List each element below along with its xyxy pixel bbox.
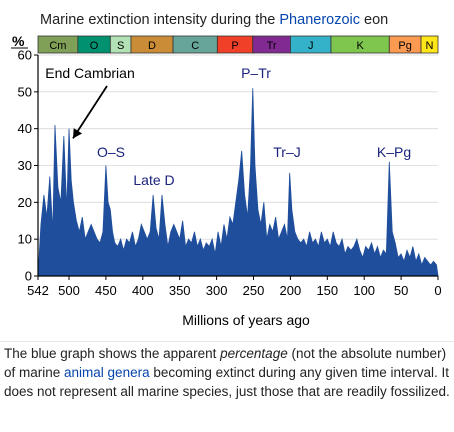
period-label-cm: Cm [49,40,66,52]
chart-title: Marine extinction intensity during the P… [40,12,388,28]
x-tick-label-500: 500 [58,283,80,298]
x-tick-label-50: 50 [394,283,408,298]
caption-text-2: (not the absolute number) of marine [4,346,447,380]
y-tick-label-30: 30 [18,158,32,173]
animal-genera-link[interactable]: animal genera [64,365,150,380]
y-tick-label-20: 20 [18,195,32,210]
x-tick-label-350: 350 [169,283,191,298]
x-tick-label-542: 542 [27,283,49,298]
y-tick-label-40: 40 [18,121,32,136]
period-label-o: O [90,40,99,52]
extinction-intensity-area [37,88,439,277]
period-label-pg: Pg [398,40,411,52]
x-tick-label-150: 150 [316,283,338,298]
x-axis-label: Millions of years ago [182,312,310,328]
divider [0,341,454,342]
y-axis-label: % [12,33,25,49]
y-tick-label-10: 10 [18,232,32,247]
period-label-tr: Tr [267,40,277,52]
x-tick-label-450: 450 [95,283,117,298]
period-label-s: S [117,40,124,52]
annotation-k-pg: K–Pg [377,144,411,160]
x-tick-label-400: 400 [132,283,154,298]
annotation-p-tr: P–Tr [241,65,271,81]
x-tick-label-0: 0 [434,283,441,298]
chart-title-suffix: eon [360,12,388,28]
extinction-chart: Marine extinction intensity during the P… [11,12,442,328]
annotation-arrow-shaft [72,85,108,139]
x-tick-label-100: 100 [353,283,375,298]
annotation-tr-j: Tr–J [273,144,300,160]
x-tick-label-200: 200 [280,283,302,298]
annotation-late-d: Late D [133,172,174,188]
period-label-n: N [426,40,434,52]
period-label-p: P [231,40,238,52]
annotation-arrow-head [72,128,83,139]
period-label-k: K [356,40,364,52]
chart-canvas: Marine extinction intensity during the P… [11,12,442,328]
x-tick-label-300: 300 [206,283,228,298]
period-label-d: D [148,40,156,52]
annotation-end-cambrian: End Cambrian [45,65,135,81]
caption-text-1: The blue graph shows the apparent [4,346,221,361]
chart-title-text: Marine extinction intensity during the [40,12,279,28]
phanerozoic-link[interactable]: Phanerozoic [279,12,360,28]
period-label-c: C [191,40,199,52]
y-tick-label-0: 0 [25,269,32,284]
y-tick-label-50: 50 [18,84,32,99]
annotation-o-s: O–S [97,144,125,160]
period-n [420,35,439,54]
period-label-j: J [308,40,314,52]
caption-italic: percentage [220,346,288,361]
x-tick-label-250: 250 [243,283,265,298]
caption-text-3: becoming extinct during any given time i… [4,365,450,399]
figure-caption: The blue graph shows the apparent percen… [4,344,450,401]
y-tick-label-60: 60 [18,48,32,63]
